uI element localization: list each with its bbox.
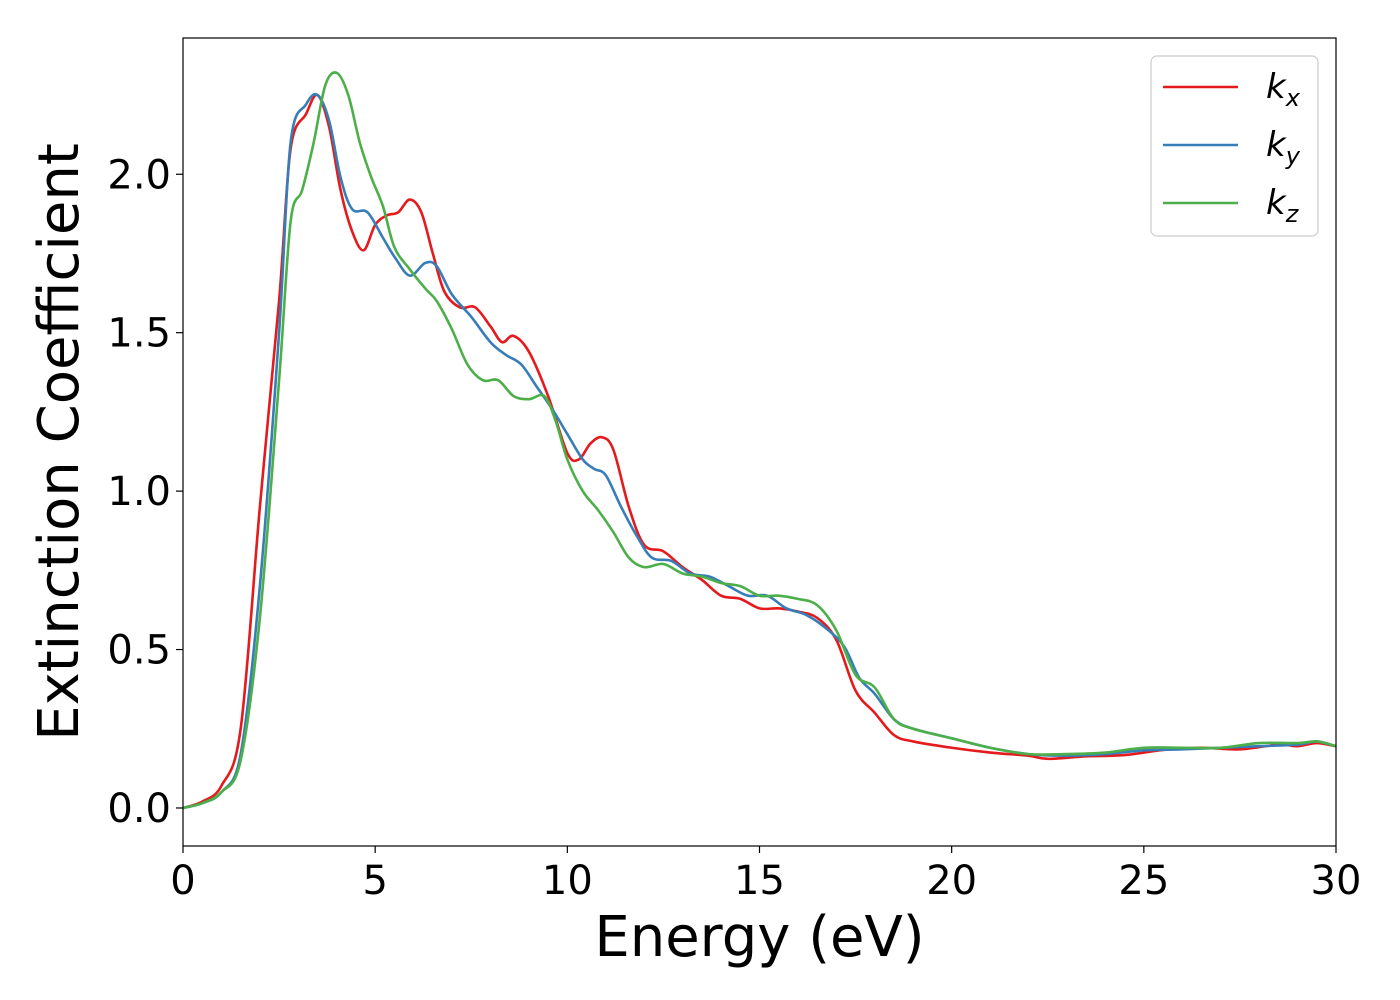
legend-label-kx: kx <box>1266 67 1301 112</box>
x-tick-label: 25 <box>1118 858 1169 904</box>
legend-label-ky: ky <box>1266 125 1301 170</box>
x-axis-title: Energy (eV) <box>594 905 924 970</box>
y-tick-label: 1.5 <box>107 311 171 357</box>
x-tick-label: 10 <box>542 858 593 904</box>
y-tick-label: 0.0 <box>107 786 171 832</box>
legend-label-kz: kz <box>1266 183 1300 228</box>
y-tick-label: 1.0 <box>107 469 171 515</box>
y-tick-label: 0.5 <box>107 628 171 674</box>
y-axis-title: Extinction Coefficient <box>27 143 92 741</box>
x-tick-label: 5 <box>362 858 387 904</box>
x-tick-label: 30 <box>1311 858 1362 904</box>
x-tick-label: 0 <box>170 858 195 904</box>
series-layer <box>182 71 1337 810</box>
x-tick-label: 15 <box>734 858 785 904</box>
x-tick-label: 20 <box>926 858 977 904</box>
series-line-kz <box>182 71 1337 810</box>
legend: kx ky kz <box>1150 55 1319 237</box>
ticks-layer: 0 5 10 15 20 25 30 0.0 0.5 1.0 1.5 2.0 <box>107 152 1361 904</box>
y-tick-label: 2.0 <box>107 152 171 198</box>
